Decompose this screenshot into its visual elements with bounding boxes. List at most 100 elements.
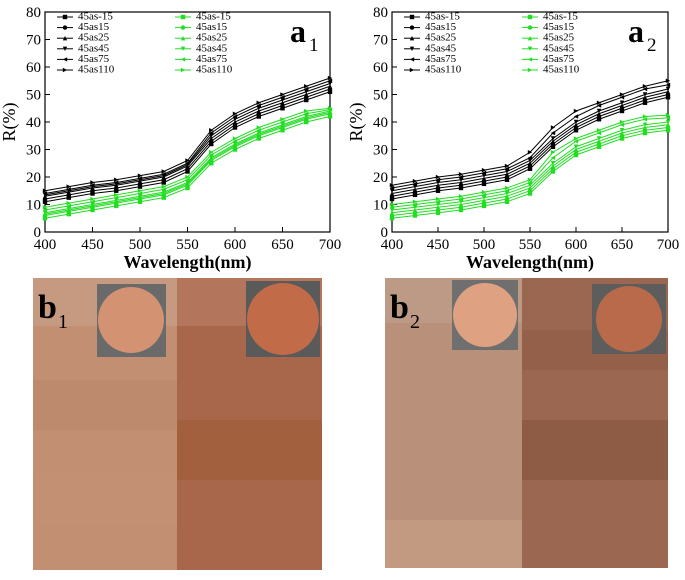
- marker: [209, 136, 214, 141]
- marker: [642, 84, 648, 89]
- legend-label: 45as-15: [543, 11, 578, 23]
- marker: [435, 188, 441, 193]
- marker: [596, 108, 602, 114]
- marker: [642, 125, 648, 130]
- marker: [185, 185, 190, 191]
- marker: [42, 207, 48, 213]
- marker: [256, 128, 261, 133]
- marker: [527, 150, 533, 155]
- marker: [665, 86, 671, 92]
- marker: [90, 207, 95, 213]
- marker: [504, 172, 510, 177]
- marker: [665, 82, 671, 88]
- marker: [280, 122, 285, 127]
- y-tick-label: 60: [26, 60, 41, 76]
- x-tick-label: 450: [427, 237, 450, 253]
- marker: [137, 191, 143, 196]
- x-tick-label: 600: [565, 237, 588, 253]
- marker: [137, 199, 143, 204]
- series-line: [44, 83, 331, 196]
- marker: [458, 207, 464, 213]
- y-tick-label: 30: [373, 143, 388, 159]
- marker: [209, 128, 214, 133]
- marker: [596, 136, 602, 141]
- legend-marker: [409, 57, 415, 62]
- marker: [327, 106, 333, 111]
- legend-marker: [409, 14, 415, 20]
- marker: [412, 202, 418, 207]
- marker: [389, 202, 395, 207]
- legend-label: 45as110: [543, 64, 580, 76]
- panel-subscript: 2: [647, 35, 657, 56]
- legend-label: 45as25: [543, 32, 575, 44]
- marker: [327, 81, 333, 86]
- marker: [596, 100, 602, 105]
- marker: [481, 203, 487, 209]
- marker: [42, 191, 48, 196]
- marker: [90, 196, 95, 202]
- marker: [161, 184, 166, 189]
- marker: [232, 111, 238, 116]
- y-tick-label: 40: [373, 115, 388, 131]
- marker: [256, 125, 261, 130]
- marker: [504, 177, 510, 182]
- marker: [573, 144, 579, 149]
- marker: [481, 181, 487, 187]
- marker: [504, 185, 510, 191]
- marker: [66, 184, 71, 189]
- marker: [42, 188, 48, 193]
- marker: [232, 125, 238, 130]
- marker: [573, 147, 579, 152]
- marker: [596, 139, 602, 144]
- marker: [596, 117, 602, 122]
- marker: [527, 191, 533, 196]
- marker: [232, 114, 238, 119]
- marker: [209, 152, 214, 158]
- marker: [458, 172, 464, 177]
- legend-label: 45as15: [78, 21, 110, 33]
- marker: [458, 194, 464, 199]
- series-line: [391, 84, 669, 189]
- marker: [304, 114, 309, 119]
- x-tick-label: 550: [519, 237, 542, 253]
- marker: [327, 114, 333, 119]
- marker: [256, 103, 261, 108]
- legend-marker: [409, 67, 415, 73]
- marker: [504, 163, 510, 169]
- panel-subscript: 1: [309, 35, 319, 56]
- panel-label: a: [628, 13, 644, 49]
- legend-marker: [62, 67, 68, 73]
- marker: [412, 181, 418, 187]
- marker: [114, 203, 119, 209]
- x-tick-label: 550: [176, 237, 199, 253]
- marker: [665, 95, 671, 100]
- marker: [481, 198, 487, 203]
- marker: [550, 163, 556, 169]
- x-tick-label: 400: [381, 237, 404, 253]
- marker: [42, 205, 48, 210]
- marker: [665, 78, 671, 83]
- marker: [389, 196, 395, 202]
- marker: [114, 195, 119, 200]
- legend-marker: [180, 57, 186, 62]
- marker: [619, 92, 625, 97]
- legend-label: 45as-15: [78, 11, 113, 23]
- marker: [435, 196, 441, 202]
- marker: [232, 136, 238, 141]
- marker: [161, 172, 166, 177]
- marker: [573, 122, 579, 127]
- legend-marker: [409, 46, 415, 51]
- y-tick-label: 10: [373, 198, 388, 214]
- legend-label: 45as45: [543, 42, 575, 54]
- x-tick-label: 700: [657, 237, 680, 253]
- x-tick-label: 650: [271, 237, 294, 253]
- marker: [389, 205, 395, 210]
- y-axis-label: R(%): [346, 103, 367, 142]
- marker: [389, 210, 395, 215]
- marker: [596, 103, 602, 108]
- marker: [327, 84, 333, 89]
- marker: [90, 191, 95, 196]
- marker: [573, 136, 579, 141]
- marker: [573, 119, 579, 125]
